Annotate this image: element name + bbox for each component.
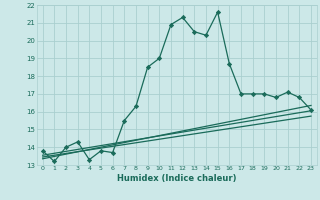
X-axis label: Humidex (Indice chaleur): Humidex (Indice chaleur): [117, 174, 236, 183]
